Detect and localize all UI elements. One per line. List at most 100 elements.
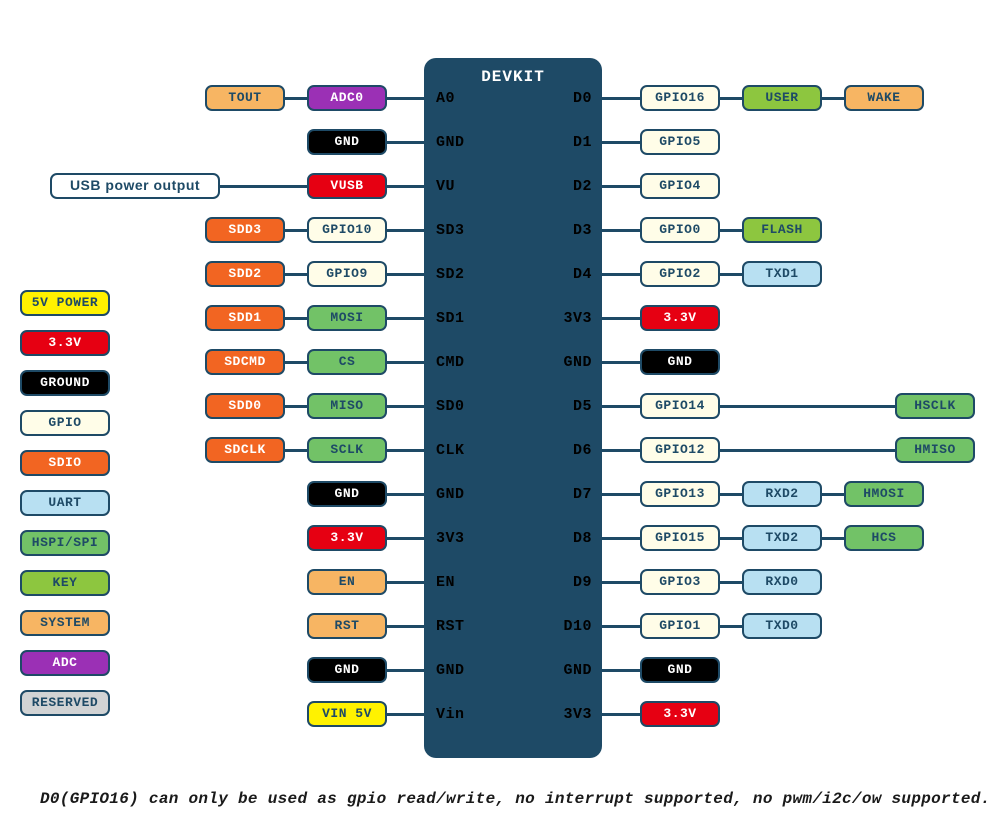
- connector: [285, 317, 307, 320]
- chip-pin-left-8: CLK: [436, 442, 465, 459]
- pin-user: USER: [742, 85, 822, 111]
- pin-gnd: GND: [307, 481, 387, 507]
- connector: [602, 405, 640, 408]
- chip-pin-left-3: SD3: [436, 222, 465, 239]
- connector: [387, 97, 424, 100]
- connector: [387, 493, 424, 496]
- pin-gnd: GND: [307, 129, 387, 155]
- pin-rxd2: RXD2: [742, 481, 822, 507]
- pin-txd0: TXD0: [742, 613, 822, 639]
- connector: [285, 405, 307, 408]
- chip-pin-right-2: D2: [552, 178, 592, 195]
- chip-pin-right-0: D0: [552, 90, 592, 107]
- footnote: D0(GPIO16) can only be used as gpio read…: [40, 790, 991, 808]
- pin-adc0: ADC0: [307, 85, 387, 111]
- connector: [602, 141, 640, 144]
- pin-en: EN: [307, 569, 387, 595]
- chip-pin-left-10: 3V3: [436, 530, 465, 547]
- connector: [285, 97, 307, 100]
- connector: [285, 361, 307, 364]
- connector: [602, 317, 640, 320]
- connector: [602, 361, 640, 364]
- pin-3-3v: 3.3V: [307, 525, 387, 551]
- connector: [387, 361, 424, 364]
- chip-pin-right-13: GND: [552, 662, 592, 679]
- chip-pin-left-14: Vin: [436, 706, 465, 723]
- chip-pin-right-1: D1: [552, 134, 592, 151]
- chip-pin-left-7: SD0: [436, 398, 465, 415]
- pin-gnd: GND: [307, 657, 387, 683]
- connector: [387, 185, 424, 188]
- pin-gnd: GND: [640, 349, 720, 375]
- chip-pin-right-9: D7: [552, 486, 592, 503]
- connector: [285, 229, 307, 232]
- connector: [822, 537, 844, 540]
- connector: [602, 449, 640, 452]
- chip-pin-right-12: D10: [552, 618, 592, 635]
- pin-sdclk: SDCLK: [205, 437, 285, 463]
- connector: [602, 97, 640, 100]
- pin-vusb: VUSB: [307, 173, 387, 199]
- pin-rst: RST: [307, 613, 387, 639]
- connector: [720, 405, 895, 408]
- connector: [720, 581, 742, 584]
- connector: [387, 141, 424, 144]
- legend-5vpower: 5V POWER: [20, 290, 110, 316]
- pin-gpio13: GPIO13: [640, 481, 720, 507]
- connector: [720, 449, 895, 452]
- pin-mosi: MOSI: [307, 305, 387, 331]
- legend-uart: UART: [20, 490, 110, 516]
- pin-rxd0: RXD0: [742, 569, 822, 595]
- connector: [720, 97, 742, 100]
- chip-pin-left-1: GND: [436, 134, 465, 151]
- chip-pin-left-6: CMD: [436, 354, 465, 371]
- connector: [387, 669, 424, 672]
- legend-sdio: SDIO: [20, 450, 110, 476]
- pin-gpio16: GPIO16: [640, 85, 720, 111]
- chip-pin-left-2: VU: [436, 178, 455, 195]
- pin-gpio1: GPIO1: [640, 613, 720, 639]
- connector: [387, 273, 424, 276]
- pinout-diagram: DEVKITA0D0GNDD1VUD2SD3D3SD2D4SD13V3CMDGN…: [0, 0, 1000, 827]
- pin-hmosi: HMOSI: [844, 481, 924, 507]
- connector: [387, 713, 424, 716]
- pin-sdd0: SDD0: [205, 393, 285, 419]
- chip-pin-left-0: A0: [436, 90, 455, 107]
- pin-gpio0: GPIO0: [640, 217, 720, 243]
- chip-pin-left-4: SD2: [436, 266, 465, 283]
- chip-pin-right-4: D4: [552, 266, 592, 283]
- connector: [602, 537, 640, 540]
- pin-gpio9: GPIO9: [307, 261, 387, 287]
- legend-hspi: HSPI/SPI: [20, 530, 110, 556]
- pin-cs: CS: [307, 349, 387, 375]
- connector: [822, 97, 844, 100]
- connector: [387, 229, 424, 232]
- pin-miso: MISO: [307, 393, 387, 419]
- chip-pin-left-13: GND: [436, 662, 465, 679]
- pin-3-3v: 3.3V: [640, 701, 720, 727]
- legend-system: SYSTEM: [20, 610, 110, 636]
- connector: [602, 713, 640, 716]
- usb-power-output: USB power output: [50, 173, 220, 199]
- connector: [387, 449, 424, 452]
- chip-pin-left-11: EN: [436, 574, 455, 591]
- chip-pin-right-6: GND: [552, 354, 592, 371]
- connector: [602, 625, 640, 628]
- connector: [387, 581, 424, 584]
- connector: [285, 273, 307, 276]
- pin-gpio14: GPIO14: [640, 393, 720, 419]
- chip-pin-left-12: RST: [436, 618, 465, 635]
- legend-reserved: RESERVED: [20, 690, 110, 716]
- chip-pin-left-5: SD1: [436, 310, 465, 327]
- pin-vin-5v: VIN 5V: [307, 701, 387, 727]
- pin-gpio2: GPIO2: [640, 261, 720, 287]
- legend-key: KEY: [20, 570, 110, 596]
- chip-pin-right-14: 3V3: [552, 706, 592, 723]
- connector: [602, 581, 640, 584]
- pin-sclk: SCLK: [307, 437, 387, 463]
- connector: [220, 185, 307, 188]
- connector: [720, 537, 742, 540]
- pin-hcs: HCS: [844, 525, 924, 551]
- chip-pin-right-7: D5: [552, 398, 592, 415]
- legend-adc: ADC: [20, 650, 110, 676]
